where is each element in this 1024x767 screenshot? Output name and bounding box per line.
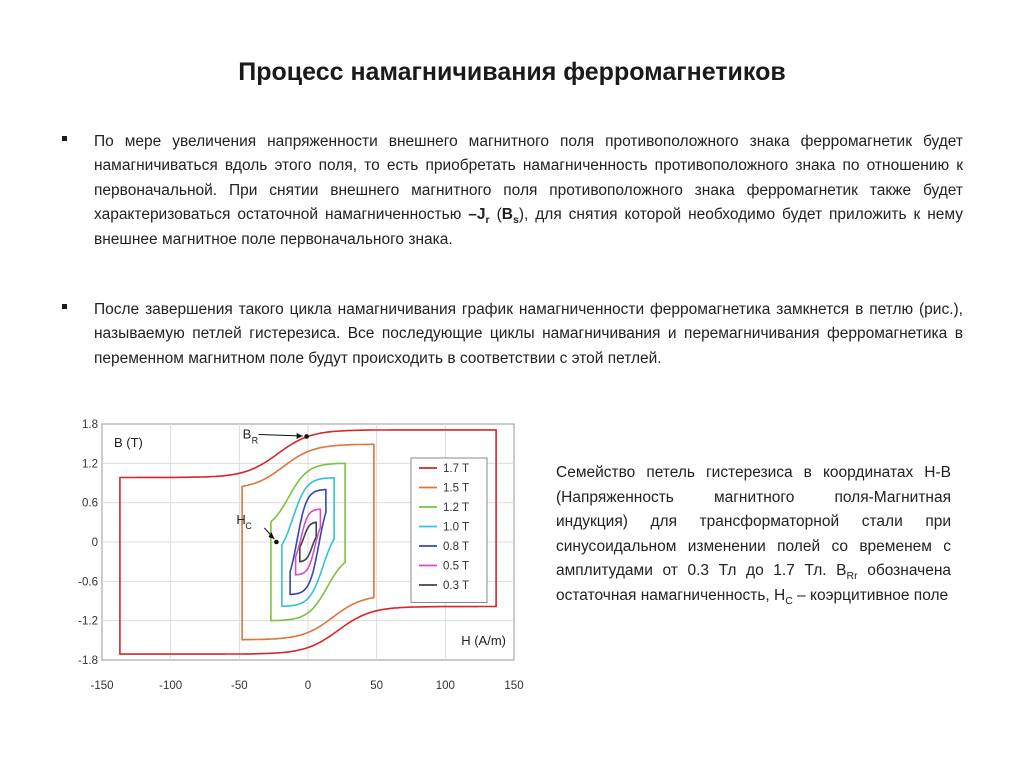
bullet-text-1: По мере увеличения напряженности внешнег… — [94, 130, 963, 252]
x-tick-label: -150 — [90, 680, 113, 692]
annotation-br-label: B — [243, 426, 252, 441]
y-tick-label: 1.8 — [82, 419, 98, 431]
hysteresis-loop-10 — [281, 477, 335, 607]
legend-entry: 1.7 T — [443, 463, 469, 475]
hysteresis-loop-15 — [241, 443, 375, 641]
annotation-hc-sub: C — [245, 521, 252, 531]
y-tick-label: 0.6 — [82, 498, 98, 510]
x-tick-label: -100 — [159, 680, 182, 692]
text-run: По мере увеличения напряженности внешнег… — [94, 133, 963, 224]
annotation-arrow — [258, 433, 303, 437]
text-run: B — [501, 206, 513, 224]
x-tick-label: -50 — [231, 680, 248, 692]
annotation-hc-label: H — [236, 512, 245, 527]
y-tick-label: -1.2 — [78, 616, 98, 628]
x-tick-label: 150 — [504, 680, 523, 692]
y-axis-label: B (T) — [114, 435, 143, 450]
hysteresis-loop-08 — [289, 488, 327, 596]
text-run: Rr — [846, 570, 858, 583]
text-run: – коэрцитивное поле — [792, 586, 949, 604]
legend-entry: 1.0 T — [443, 522, 469, 534]
text-run: Семейство петель гистерезиса в координат… — [556, 464, 951, 579]
text-run: C — [785, 594, 793, 607]
legend-entry: 0.8 T — [443, 541, 469, 553]
remanence-point — [304, 434, 309, 439]
x-tick-label: 100 — [436, 680, 455, 692]
slide-title: Процесс намагничивания ферромагнетиков — [238, 58, 786, 86]
arrow-head — [296, 432, 303, 439]
bullet-text-2: После завершения такого цикла намагничив… — [94, 298, 963, 371]
text-run: ( — [489, 206, 502, 224]
legend-entry: 0.5 T — [443, 561, 469, 573]
text-run: s — [512, 214, 519, 227]
x-tick-label: 0 — [305, 680, 311, 692]
y-tick-label: -0.6 — [78, 576, 98, 588]
y-tick-label: 1.2 — [82, 458, 98, 470]
legend-entry: 1.2 T — [443, 502, 469, 514]
legend-entry: 1.5 T — [443, 483, 469, 495]
hysteresis-loop-12 — [270, 462, 346, 622]
hysteresis-loop-05 — [294, 508, 322, 576]
y-tick-label: -1.8 — [78, 655, 98, 667]
hysteresis-chart: -150 -100 -50 0 50 100 150 1.8 1.2 0.6 0 -0.6 -1.2 -1… — [78, 419, 523, 692]
coercivity-point — [274, 539, 279, 545]
x-axis-label: H (A/m) — [461, 633, 506, 648]
text-run: ), для снятия которой необходимо будет п… — [94, 206, 964, 248]
hysteresis-loop-03 — [299, 521, 317, 563]
bullet-marker — [62, 136, 67, 141]
y-tick-label: 0 — [92, 537, 98, 549]
text-run: После завершения такого цикла намагничив… — [94, 301, 963, 367]
bullet-marker — [62, 304, 67, 309]
figure-caption: Семейство петель гистерезиса в координат… — [556, 461, 951, 608]
arrow-head — [268, 532, 275, 539]
text-run: –J — [468, 206, 486, 224]
hysteresis-loop-17 — [119, 429, 497, 655]
legend-entry: 0.3 T — [443, 580, 469, 592]
text-run: r — [485, 214, 490, 227]
text-run: обозначена остаточная намагниченность, H — [556, 562, 951, 604]
legend-box — [410, 457, 488, 603]
x-tick-label: 50 — [370, 680, 383, 692]
annotation-br-sub: R — [252, 435, 259, 445]
